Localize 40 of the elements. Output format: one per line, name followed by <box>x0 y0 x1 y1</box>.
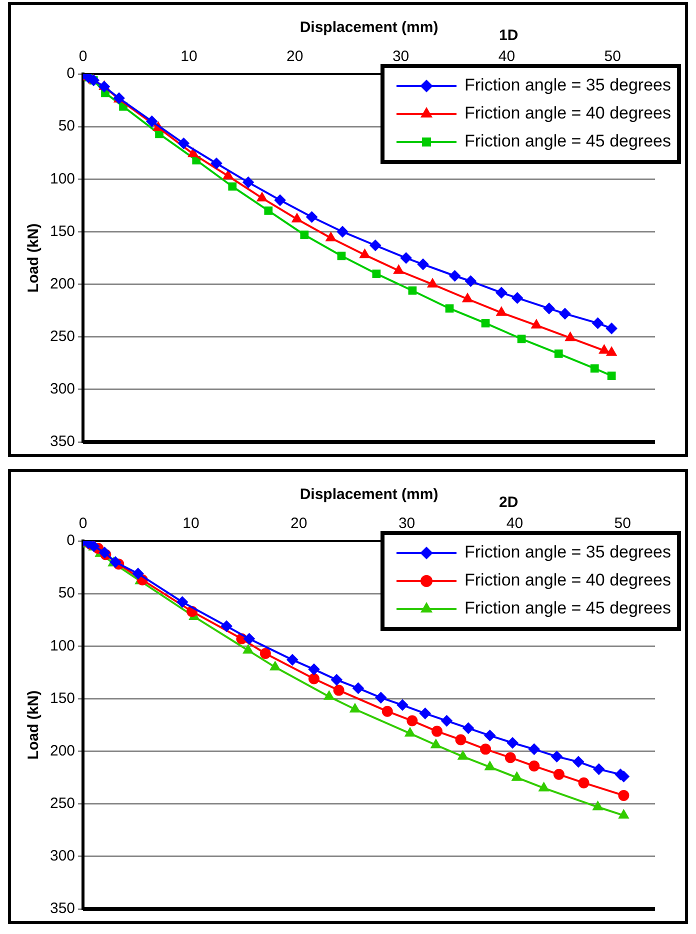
x-axis-title: Displacement (mm) <box>300 19 438 36</box>
y-tick-label: 0 <box>66 532 76 550</box>
x-axis-title: Displacement (mm) <box>300 486 438 504</box>
x-tick-label: 20 <box>290 515 308 532</box>
x-tick-label: 10 <box>182 515 200 532</box>
chart-title: 2D <box>499 494 518 511</box>
y-tick-label: 150 <box>50 222 76 240</box>
y-tick-label: 250 <box>50 328 76 345</box>
y-tick-label: 250 <box>50 795 76 812</box>
x-tick-label: 50 <box>604 48 621 66</box>
x-tick-label: 20 <box>286 48 304 66</box>
y-tick-label: 200 <box>50 275 76 292</box>
y-tick-label: 200 <box>50 742 76 760</box>
y-tick-label: 50 <box>58 118 76 135</box>
y-tick-label: 50 <box>58 584 76 602</box>
x-tick-label: 50 <box>614 515 631 532</box>
y-tick-label: 150 <box>50 690 76 707</box>
legend-label: Friction angle = 45 degrees <box>464 598 672 618</box>
legend-label: Friction angle = 40 degrees <box>464 104 672 123</box>
legend-label: Friction angle = 35 degrees <box>464 76 672 95</box>
y-tick-label: 100 <box>50 170 76 188</box>
y-axis-title: Load (kN) <box>25 690 42 760</box>
y-tick-label: 350 <box>50 433 76 450</box>
y-tick-label: 300 <box>50 380 76 398</box>
x-tick-label: 0 <box>78 515 88 532</box>
x-tick-label: 10 <box>180 48 198 66</box>
y-tick-label: 300 <box>50 848 76 865</box>
x-tick-label: 30 <box>392 48 410 66</box>
y-tick-label: 100 <box>50 637 76 654</box>
legend-label: Friction angle = 45 degrees <box>464 132 672 151</box>
y-axis-title: Load (kN) <box>25 223 42 293</box>
x-tick-label: 40 <box>506 515 524 532</box>
x-tick-label: 40 <box>498 48 516 66</box>
x-tick-label: 30 <box>398 515 416 532</box>
y-tick-label: 0 <box>66 65 76 82</box>
y-tick-label: 350 <box>50 900 76 918</box>
x-tick-label: 0 <box>78 48 88 66</box>
legend-label: Friction angle = 35 degrees <box>464 542 672 562</box>
chart-title: 1D <box>499 27 518 44</box>
legend-label: Friction angle = 40 degrees <box>464 570 672 590</box>
